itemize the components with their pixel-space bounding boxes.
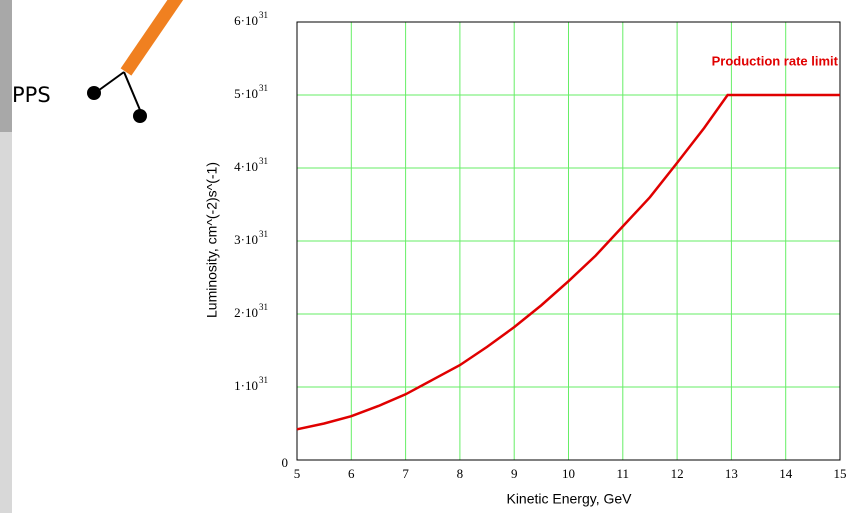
connector	[94, 71, 141, 111]
wire	[120, 0, 184, 76]
x-tick-label: 5	[294, 466, 301, 481]
y-tick-exponent: 31	[259, 156, 268, 166]
x-tick-label: 10	[562, 466, 575, 481]
x-tick-label: 9	[511, 466, 518, 481]
y-tick-exponent: 31	[259, 83, 268, 93]
x-tick-label: 8	[457, 466, 464, 481]
x-tick-label: 6	[348, 466, 355, 481]
x-axis-label: Kinetic Energy, GeV	[506, 491, 632, 507]
x-tick-label: 12	[671, 466, 684, 481]
node	[133, 109, 147, 123]
y-tick-label: 4·10	[234, 159, 258, 174]
y-tick-label: 3·10	[234, 232, 258, 247]
y-tick-exponent: 31	[259, 302, 268, 312]
y-tick-exponent: 31	[259, 10, 268, 20]
side-label: PPS	[12, 83, 51, 107]
plot-frame	[296, 21, 841, 461]
y-tick-label: 1·10	[234, 378, 258, 393]
y-axis-label: Luminosity, cm^(-2)s^(-1)	[204, 162, 220, 318]
y-tick-label: 5·10	[234, 86, 258, 101]
y-tick-label: 6·10	[234, 13, 258, 28]
annotation: Production rate limit	[712, 53, 839, 68]
x-tick-label: 7	[402, 466, 409, 481]
x-tick-label: 11	[617, 466, 630, 481]
node	[87, 86, 101, 100]
x-tick-label: 14	[779, 466, 793, 481]
y-tick-exponent: 31	[259, 229, 268, 239]
side-bar-top	[0, 0, 12, 132]
y-tick-label: 0	[282, 455, 289, 470]
x-tick-label: 15	[834, 466, 847, 481]
data-line	[296, 93, 840, 431]
y-tick-label: 2·10	[234, 305, 258, 320]
x-tick-label: 13	[725, 466, 738, 481]
y-tick-exponent: 31	[259, 375, 268, 385]
